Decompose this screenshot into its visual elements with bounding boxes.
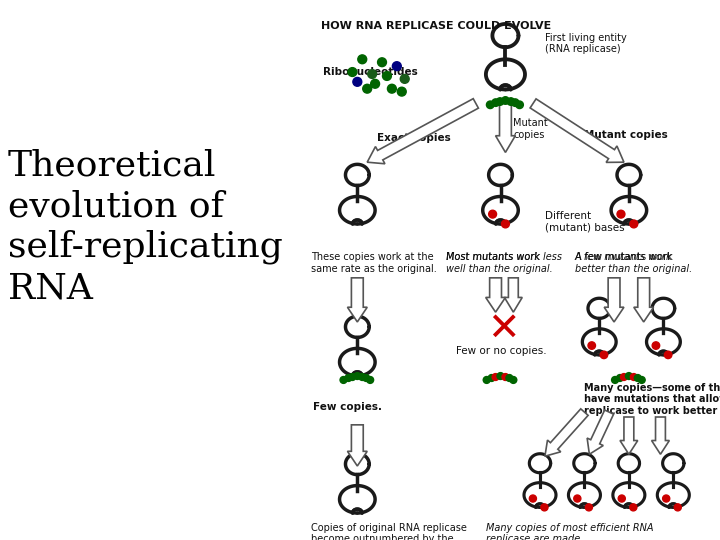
Circle shape bbox=[353, 77, 361, 86]
Circle shape bbox=[638, 376, 645, 383]
Circle shape bbox=[363, 375, 369, 381]
Circle shape bbox=[585, 504, 593, 511]
Text: First living entity
(RNA replicase): First living entity (RNA replicase) bbox=[545, 33, 626, 55]
Circle shape bbox=[541, 504, 548, 511]
Circle shape bbox=[492, 99, 500, 106]
Polygon shape bbox=[348, 278, 367, 322]
Circle shape bbox=[617, 210, 625, 218]
Circle shape bbox=[674, 504, 681, 511]
Polygon shape bbox=[652, 417, 670, 454]
Circle shape bbox=[366, 376, 374, 383]
Polygon shape bbox=[495, 103, 516, 152]
Polygon shape bbox=[634, 278, 654, 322]
Circle shape bbox=[345, 375, 352, 381]
Text: Mutant
copies: Mutant copies bbox=[513, 118, 548, 140]
Circle shape bbox=[348, 68, 357, 77]
Circle shape bbox=[511, 99, 519, 106]
Circle shape bbox=[387, 84, 396, 93]
Polygon shape bbox=[545, 409, 588, 456]
Circle shape bbox=[483, 376, 490, 383]
Circle shape bbox=[630, 374, 637, 381]
Circle shape bbox=[506, 375, 513, 381]
Circle shape bbox=[349, 374, 356, 381]
Text: Many copies—some of these
have mutations that allow
replicase to work better yet: Many copies—some of these have mutations… bbox=[585, 383, 720, 416]
Circle shape bbox=[502, 97, 509, 104]
Circle shape bbox=[611, 376, 618, 383]
Circle shape bbox=[616, 375, 624, 381]
Text: Few or no copies.: Few or no copies. bbox=[456, 347, 546, 356]
Polygon shape bbox=[620, 417, 638, 454]
Text: Few copies.: Few copies. bbox=[313, 402, 382, 413]
Circle shape bbox=[600, 351, 608, 359]
Circle shape bbox=[502, 220, 509, 228]
Circle shape bbox=[510, 376, 517, 383]
Circle shape bbox=[377, 58, 387, 66]
Polygon shape bbox=[587, 410, 613, 454]
Circle shape bbox=[397, 87, 406, 96]
Circle shape bbox=[400, 75, 409, 83]
Text: A few mutants work: A few mutants work bbox=[575, 252, 672, 274]
Circle shape bbox=[507, 98, 515, 105]
Polygon shape bbox=[367, 99, 478, 164]
Circle shape bbox=[662, 495, 670, 502]
Text: Theoretical
evolution of
self-replicating
RNA: Theoretical evolution of self-replicatin… bbox=[8, 148, 283, 305]
Circle shape bbox=[626, 373, 632, 380]
Circle shape bbox=[630, 504, 637, 511]
Circle shape bbox=[363, 84, 372, 93]
Text: Mutant copies: Mutant copies bbox=[585, 130, 668, 140]
Circle shape bbox=[652, 342, 660, 349]
Circle shape bbox=[630, 220, 638, 228]
Circle shape bbox=[516, 101, 523, 109]
Text: Copies of original RNA replicase
become outnumbered by the
more efficient form.: Copies of original RNA replicase become … bbox=[311, 523, 467, 540]
Circle shape bbox=[382, 71, 392, 80]
Polygon shape bbox=[486, 278, 505, 312]
Text: Many copies of most efficient RNA
replicase are made.: Many copies of most efficient RNA replic… bbox=[486, 523, 653, 540]
Circle shape bbox=[488, 375, 495, 381]
Polygon shape bbox=[604, 278, 624, 322]
Circle shape bbox=[574, 495, 581, 502]
Circle shape bbox=[487, 101, 494, 109]
Circle shape bbox=[665, 351, 672, 359]
Circle shape bbox=[358, 55, 366, 64]
Circle shape bbox=[371, 79, 379, 88]
Polygon shape bbox=[505, 278, 522, 312]
Circle shape bbox=[502, 374, 509, 381]
Text: Most mutants work: Most mutants work bbox=[446, 252, 544, 262]
Polygon shape bbox=[530, 99, 624, 163]
Circle shape bbox=[497, 373, 504, 380]
Circle shape bbox=[634, 375, 642, 381]
Circle shape bbox=[621, 374, 627, 381]
Circle shape bbox=[618, 495, 625, 502]
Circle shape bbox=[496, 98, 504, 105]
Circle shape bbox=[588, 342, 595, 349]
Circle shape bbox=[340, 376, 347, 383]
Text: Different
(mutant) bases: Different (mutant) bases bbox=[545, 211, 624, 233]
Text: HOW RNA REPLICASE COULD EVOLVE: HOW RNA REPLICASE COULD EVOLVE bbox=[321, 21, 552, 31]
Text: Exact copies: Exact copies bbox=[377, 133, 451, 143]
Circle shape bbox=[492, 374, 499, 381]
Circle shape bbox=[354, 373, 361, 380]
Circle shape bbox=[359, 374, 366, 381]
Text: A few mutants work
better than the original.: A few mutants work better than the origi… bbox=[575, 252, 692, 274]
Circle shape bbox=[368, 70, 377, 78]
Circle shape bbox=[392, 62, 401, 71]
Text: Ribonucleotides: Ribonucleotides bbox=[323, 67, 418, 77]
Circle shape bbox=[529, 495, 536, 502]
Text: These copies work at the
same rate as the original.: These copies work at the same rate as th… bbox=[311, 252, 436, 274]
Text: Most mutants work less
well than the original.: Most mutants work less well than the ori… bbox=[446, 252, 562, 274]
Circle shape bbox=[489, 210, 497, 218]
Text: ✕: ✕ bbox=[487, 310, 520, 348]
Polygon shape bbox=[348, 425, 367, 466]
